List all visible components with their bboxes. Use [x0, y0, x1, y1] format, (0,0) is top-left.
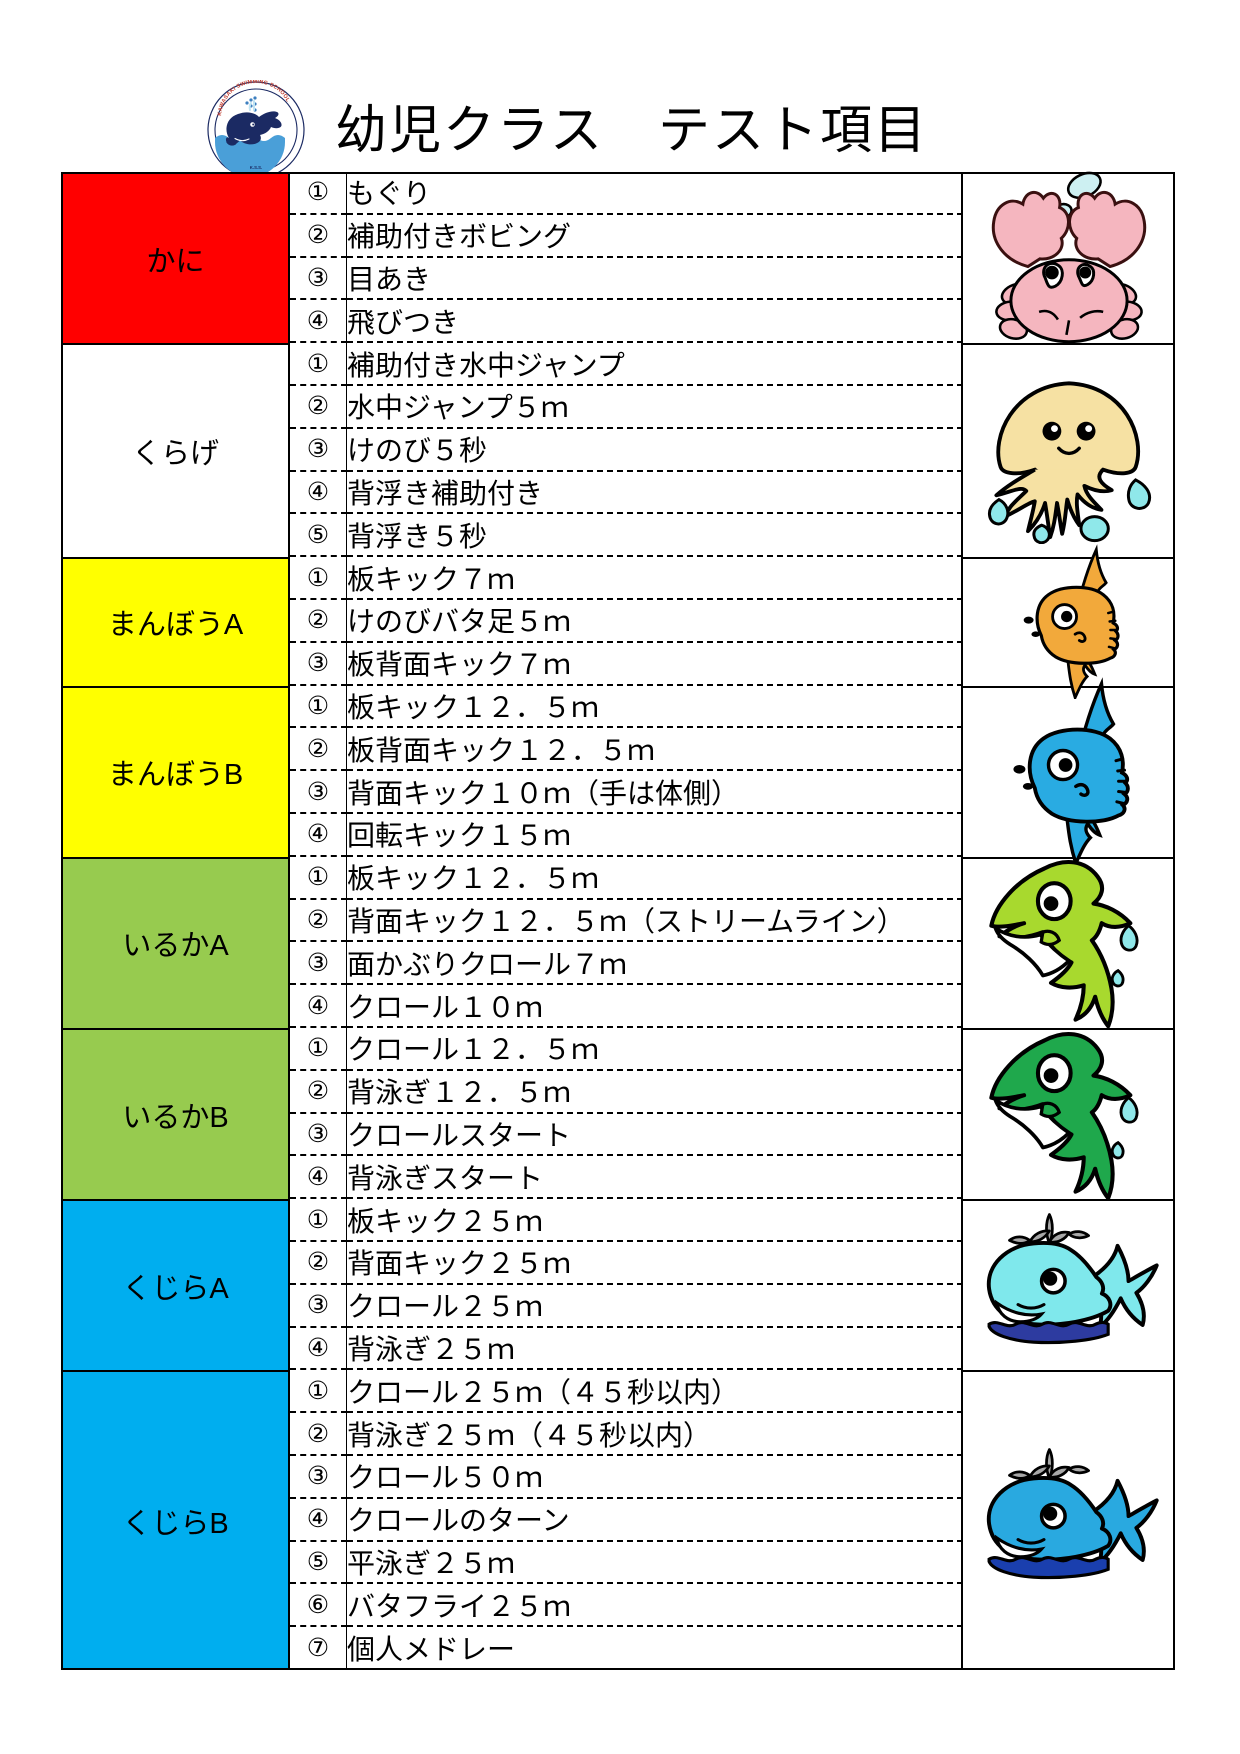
svg-text:K.S.S.: K.S.S.	[250, 165, 262, 170]
